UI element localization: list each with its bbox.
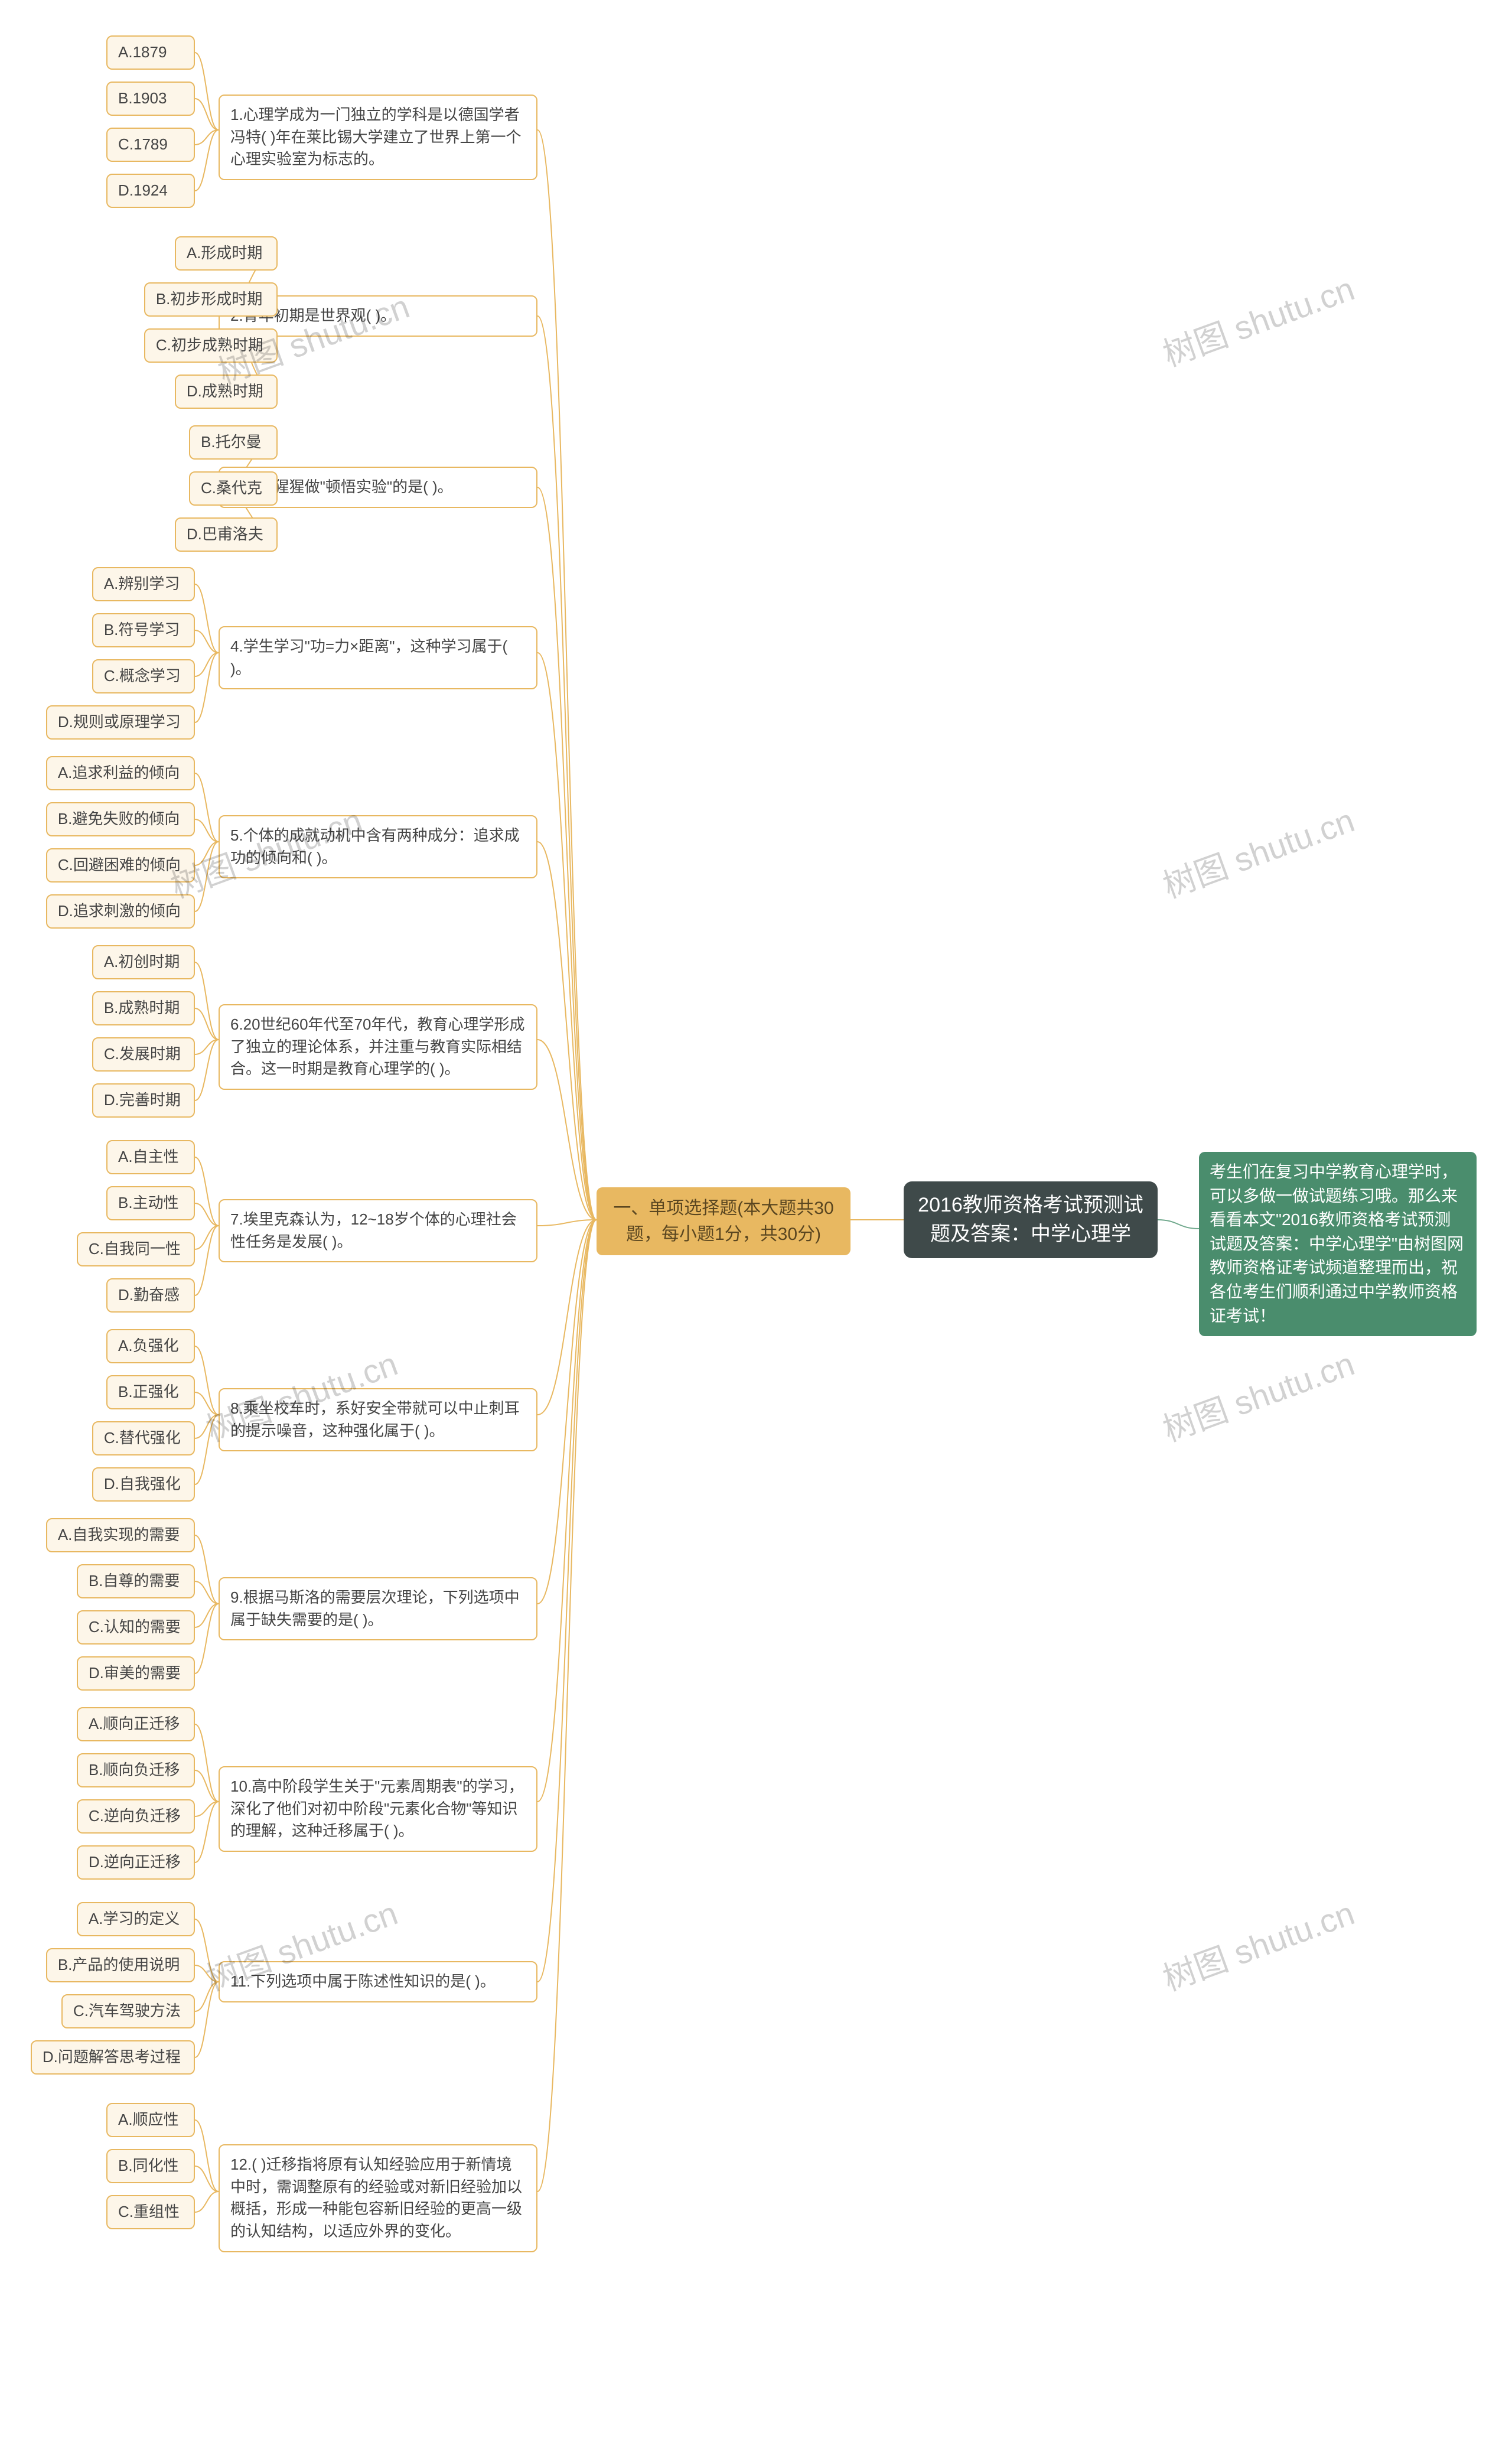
- option-node[interactable]: A.自我实现的需要: [46, 1518, 195, 1552]
- option-node[interactable]: D.审美的需要: [77, 1656, 195, 1691]
- option-node[interactable]: C.逆向负迁移: [77, 1799, 195, 1834]
- option-node[interactable]: C.概念学习: [92, 659, 195, 693]
- option-node[interactable]: B.自尊的需要: [77, 1564, 195, 1598]
- option-node[interactable]: A.辨别学习: [92, 567, 195, 601]
- question-node[interactable]: 10.高中阶段学生关于"元素周期表"的学习，深化了他们对初中阶段"元素化合物"等…: [219, 1766, 537, 1852]
- option-node[interactable]: D.自我强化: [92, 1467, 195, 1502]
- option-node[interactable]: D.巴甫洛夫: [175, 517, 278, 552]
- watermark: 树图 shutu.cn: [1155, 794, 1360, 907]
- option-node[interactable]: B.初步形成时期: [144, 282, 278, 317]
- option-node[interactable]: B.避免失败的倾向: [46, 802, 195, 836]
- question-node[interactable]: 4.学生学习"功=力×距离"，这种学习属于( )。: [219, 626, 537, 689]
- option-node[interactable]: D.追求刺激的倾向: [46, 894, 195, 929]
- option-node[interactable]: D.1924: [106, 174, 195, 208]
- question-node[interactable]: 7.埃里克森认为，12~18岁个体的心理社会性任务是发展( )。: [219, 1199, 537, 1262]
- option-node[interactable]: B.1903: [106, 82, 195, 116]
- option-node[interactable]: A.顺应性: [106, 2103, 195, 2137]
- option-node[interactable]: B.托尔曼: [189, 425, 278, 460]
- question-node[interactable]: 11.下列选项中属于陈述性知识的是( )。: [219, 1961, 537, 2002]
- option-node[interactable]: B.同化性: [106, 2149, 195, 2183]
- option-node[interactable]: C.替代强化: [92, 1421, 195, 1455]
- option-node[interactable]: C.初步成熟时期: [144, 328, 278, 363]
- section-node[interactable]: 一、单项选择题(本大题共30题，每小题1分，共30分): [597, 1187, 850, 1255]
- option-node[interactable]: D.完善时期: [92, 1083, 195, 1118]
- question-node[interactable]: 9.根据马斯洛的需要层次理论，下列选项中属于缺失需要的是( )。: [219, 1577, 537, 1640]
- option-node[interactable]: C.自我同一性: [77, 1232, 195, 1266]
- option-node[interactable]: C.发展时期: [92, 1037, 195, 1072]
- option-node[interactable]: D.成熟时期: [175, 375, 278, 409]
- option-node[interactable]: B.符号学习: [92, 613, 195, 647]
- question-node[interactable]: 5.个体的成就动机中含有两种成分：追求成功的倾向和( )。: [219, 815, 537, 878]
- option-node[interactable]: A.形成时期: [175, 236, 278, 271]
- option-node[interactable]: C.桑代克: [189, 471, 278, 506]
- option-node[interactable]: A.追求利益的倾向: [46, 756, 195, 790]
- question-node[interactable]: 12.( )迁移指将原有认知经验应用于新情境中时，需调整原有的经验或对新旧经验加…: [219, 2144, 537, 2252]
- option-node[interactable]: D.问题解答思考过程: [31, 2040, 195, 2075]
- option-node[interactable]: A.初创时期: [92, 945, 195, 979]
- question-node[interactable]: 1.心理学成为一门独立的学科是以德国学者冯特( )年在莱比锡大学建立了世界上第一…: [219, 95, 537, 180]
- option-node[interactable]: B.产品的使用说明: [46, 1948, 195, 1982]
- option-node[interactable]: B.顺向负迁移: [77, 1753, 195, 1787]
- option-node[interactable]: D.勤奋感: [106, 1278, 195, 1313]
- option-node[interactable]: D.规则或原理学习: [46, 705, 195, 740]
- option-node[interactable]: A.学习的定义: [77, 1902, 195, 1936]
- option-node[interactable]: B.正强化: [106, 1375, 195, 1409]
- question-node[interactable]: 8.乘坐校车时，系好安全带就可以中止刺耳的提示噪音，这种强化属于( )。: [219, 1388, 537, 1451]
- option-node[interactable]: B.成熟时期: [92, 991, 195, 1025]
- mindmap-root[interactable]: 2016教师资格考试预测试题及答案：中学心理学: [904, 1181, 1158, 1258]
- watermark: 树图 shutu.cn: [1155, 262, 1360, 376]
- option-node[interactable]: C.汽车驾驶方法: [61, 1994, 195, 2028]
- option-node[interactable]: B.主动性: [106, 1186, 195, 1220]
- option-node[interactable]: C.重组性: [106, 2195, 195, 2229]
- intro-node: 考生们在复习中学教育心理学时，可以多做一做试题练习哦。那么来看看本文"2016教…: [1199, 1152, 1477, 1336]
- watermark: 树图 shutu.cn: [1155, 1887, 1360, 2000]
- option-node[interactable]: D.逆向正迁移: [77, 1845, 195, 1880]
- option-node[interactable]: A.自主性: [106, 1140, 195, 1174]
- option-node[interactable]: A.负强化: [106, 1329, 195, 1363]
- option-node[interactable]: C.1789: [106, 128, 195, 162]
- watermark: 树图 shutu.cn: [1155, 1337, 1360, 1451]
- option-node[interactable]: A.1879: [106, 35, 195, 70]
- option-node[interactable]: A.顺向正迁移: [77, 1707, 195, 1741]
- question-node[interactable]: 6.20世纪60年代至70年代，教育心理学形成了独立的理论体系，并注重与教育实际…: [219, 1004, 537, 1090]
- option-node[interactable]: C.认知的需要: [77, 1610, 195, 1645]
- option-node[interactable]: C.回避困难的倾向: [46, 848, 195, 883]
